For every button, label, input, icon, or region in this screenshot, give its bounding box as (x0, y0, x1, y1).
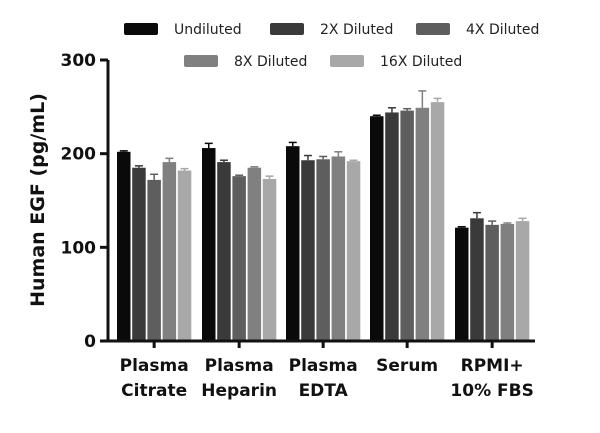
bar (346, 161, 361, 341)
y-tick-label: 300 (61, 51, 97, 71)
legend-label: 2X Diluted (320, 22, 393, 38)
bars (117, 90, 530, 342)
x-tick-label: Citrate (121, 381, 187, 401)
bar (470, 218, 484, 341)
bar (415, 107, 430, 342)
bar (262, 178, 277, 341)
bar (485, 224, 499, 341)
x-tick-label: 10% FBS (450, 381, 533, 401)
x-tick-label: EDTA (299, 381, 349, 401)
y-tick-label: 0 (84, 332, 96, 352)
bar (385, 112, 399, 341)
x-tick-label: RPMI+ (461, 356, 524, 376)
legend-label: 16X Diluted (380, 54, 462, 70)
y-axis: 0 100 200 300 (61, 51, 110, 352)
bar (301, 160, 315, 341)
bar (132, 167, 146, 341)
x-tick-label: Heparin (201, 381, 277, 401)
legend-swatch (330, 55, 364, 67)
bar (147, 179, 161, 341)
bar (500, 223, 515, 341)
legend-swatch (270, 23, 304, 35)
x-tick-label: Plasma (120, 356, 189, 376)
legend-label: 8X Diluted (234, 54, 307, 70)
bar (247, 167, 262, 341)
bar (515, 221, 530, 341)
legend-swatch (124, 23, 158, 35)
x-tick-label: Plasma (289, 356, 358, 376)
bar (162, 162, 177, 341)
y-tick-label: 200 (61, 145, 97, 165)
bar (400, 110, 414, 341)
legend-label: 4X Diluted (466, 22, 539, 38)
bar (286, 146, 300, 341)
bar (117, 151, 131, 341)
bar (370, 116, 384, 341)
bar (177, 170, 192, 341)
bar (430, 102, 445, 342)
x-tick-label: Serum (376, 356, 438, 376)
bar (455, 227, 469, 341)
x-tick-label: Plasma (205, 356, 274, 376)
legend-swatch (416, 23, 450, 35)
bar (217, 162, 231, 341)
x-axis: Plasma Citrate Plasma Heparin Plasma EDTA Seru… (107, 339, 535, 401)
bar (202, 148, 216, 341)
legend-label: Undiluted (174, 22, 242, 38)
bar (232, 176, 246, 341)
y-axis-label: Human EGF (pg/mL) (27, 93, 49, 307)
bar (331, 156, 346, 341)
y-tick-label: 100 (61, 238, 97, 258)
legend-swatch (184, 55, 218, 67)
bar (316, 159, 330, 341)
legend: Undiluted 2X Diluted 4X Diluted 8X Diluted 1… (124, 22, 539, 70)
